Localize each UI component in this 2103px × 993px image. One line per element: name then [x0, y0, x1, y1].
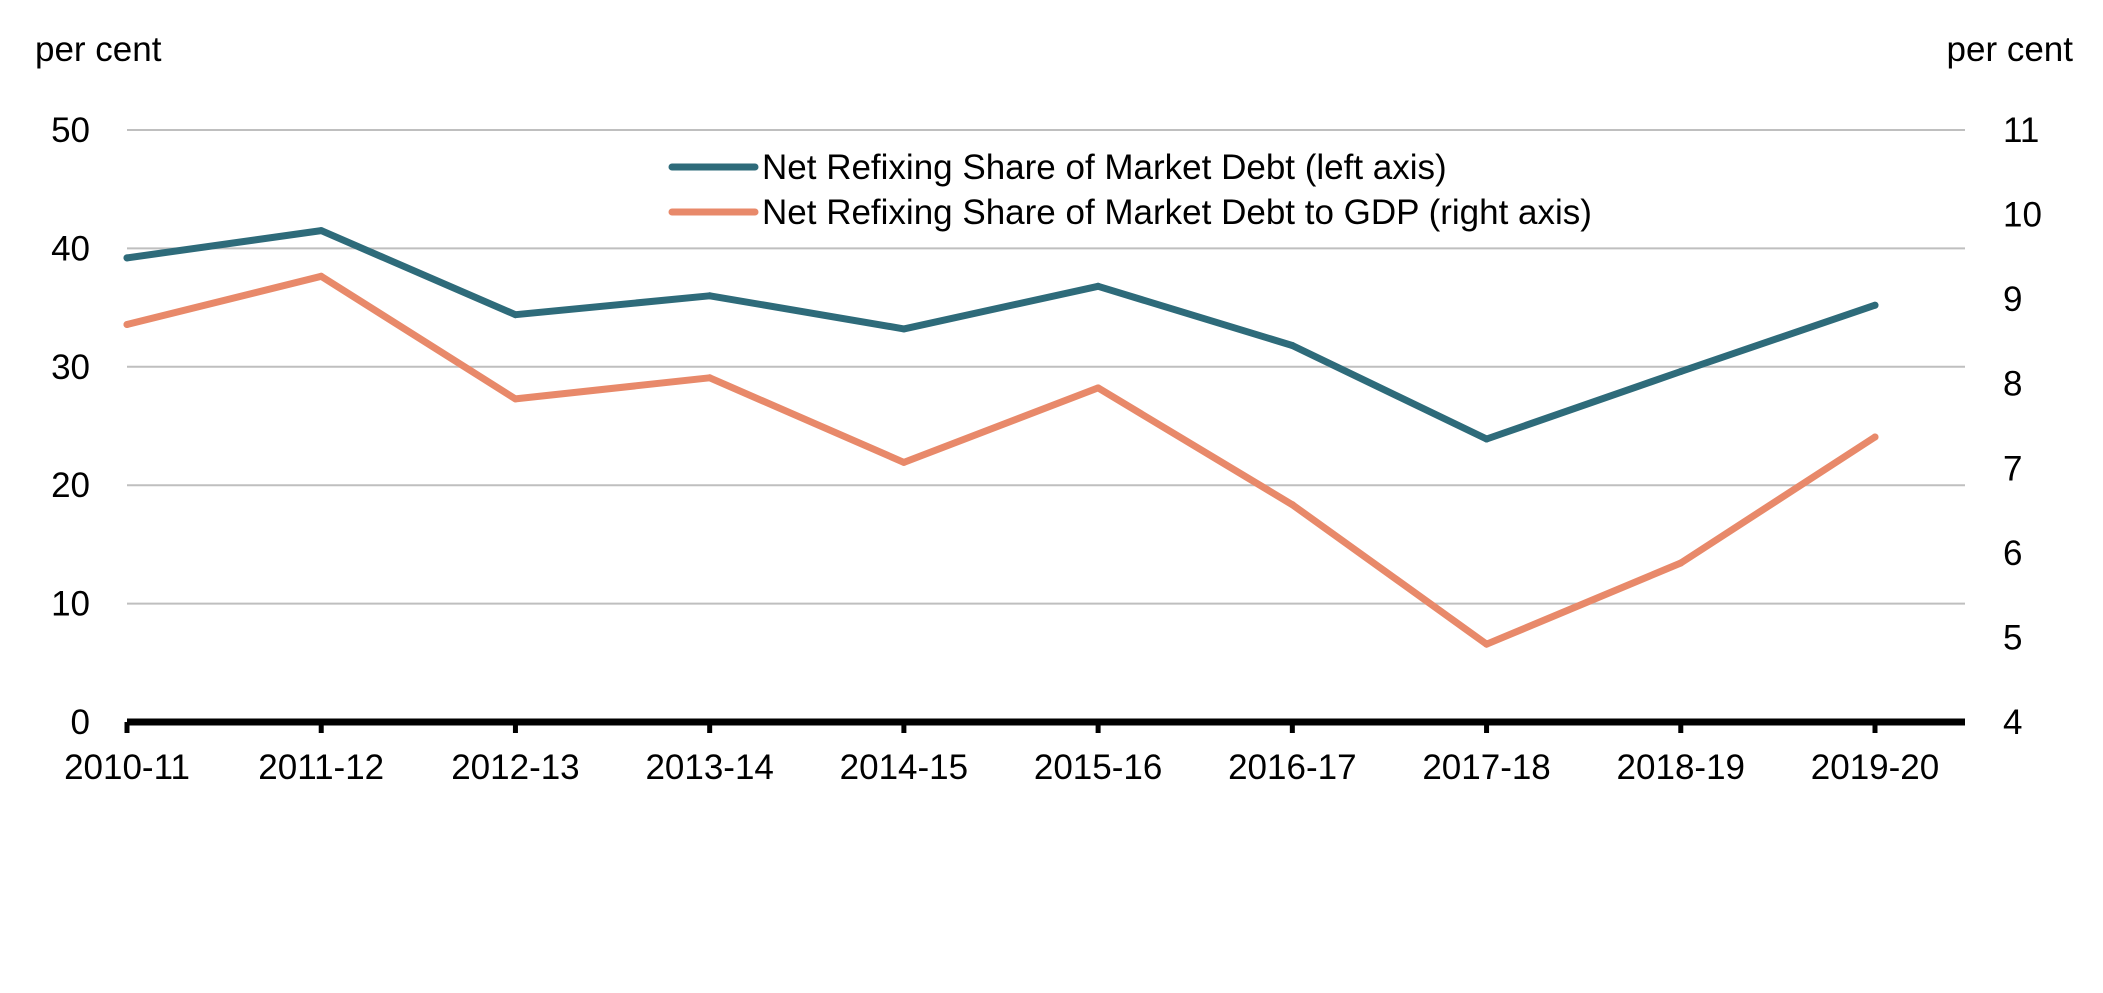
x-tick-label: 2016-17 [1228, 748, 1356, 787]
right-tick-label: 10 [2003, 196, 2042, 235]
data-point-0 [1094, 282, 1102, 290]
legend-label-refixing-gdp: Net Refixing Share of Market Debt to GDP… [762, 193, 1592, 232]
gridlines [127, 129, 1965, 605]
right-axis-ticks: 4 5 6 7 8 9 10 11 [2003, 111, 2042, 742]
x-tick-label: 2015-16 [1034, 748, 1162, 787]
data-point-0 [1483, 435, 1491, 443]
series-line-0 [123, 227, 1879, 443]
data-point-0 [900, 325, 908, 333]
left-tick-label: 20 [51, 466, 90, 505]
x-tick-label: 2017-18 [1422, 748, 1550, 787]
right-tick-label: 8 [2003, 365, 2022, 404]
x-tick-label: 2018-19 [1617, 748, 1745, 787]
x-tick-label: 2010-11 [64, 748, 190, 787]
data-point-1 [706, 374, 714, 382]
legend-label-refixing-share: Net Refixing Share of Market Debt (left … [762, 148, 1447, 187]
data-point-1 [1288, 501, 1296, 509]
right-axis-label: per cent [1947, 30, 2074, 69]
x-tick-label: 2011-12 [258, 748, 384, 787]
data-point-1 [123, 321, 131, 329]
right-tick-label: 7 [2003, 449, 2022, 488]
left-axis-ticks: 0 10 20 30 40 50 [51, 111, 90, 742]
left-tick-label: 30 [51, 348, 90, 387]
x-tick-label: 2012-13 [451, 748, 579, 787]
data-point-0 [706, 292, 714, 300]
data-point-1 [900, 458, 908, 466]
right-tick-label: 9 [2003, 280, 2022, 319]
right-tick-label: 6 [2003, 534, 2022, 573]
left-tick-label: 10 [51, 585, 90, 624]
left-tick-label: 50 [51, 111, 90, 150]
x-tick-label: 2013-14 [645, 748, 773, 787]
series-lines [123, 227, 1879, 648]
x-tick-label: 2019-20 [1811, 748, 1939, 787]
data-point-1 [1483, 640, 1491, 648]
data-point-0 [123, 254, 131, 262]
x-tick-label: 2014-15 [840, 748, 968, 787]
right-tick-label: 5 [2003, 618, 2022, 657]
data-point-1 [1094, 384, 1102, 392]
left-tick-label: 0 [71, 703, 90, 742]
right-tick-label: 4 [2003, 703, 2022, 742]
data-point-0 [1677, 368, 1685, 376]
series-line-1 [123, 272, 1879, 648]
data-point-0 [511, 311, 519, 319]
data-point-0 [1871, 301, 1879, 309]
data-point-1 [1871, 433, 1879, 441]
data-point-0 [1288, 341, 1296, 349]
x-axis: 2010-11 2011-12 2012-13 2013-14 2014-15 2015-… [64, 718, 1965, 787]
data-point-0 [317, 227, 325, 235]
data-point-1 [1677, 559, 1685, 567]
data-point-1 [511, 395, 519, 403]
data-point-1 [317, 272, 325, 280]
left-axis-label: per cent [35, 30, 162, 69]
right-tick-label: 11 [2003, 111, 2039, 150]
left-tick-label: 40 [51, 229, 90, 268]
legend: Net Refixing Share of Market Debt (left … [668, 148, 1592, 232]
